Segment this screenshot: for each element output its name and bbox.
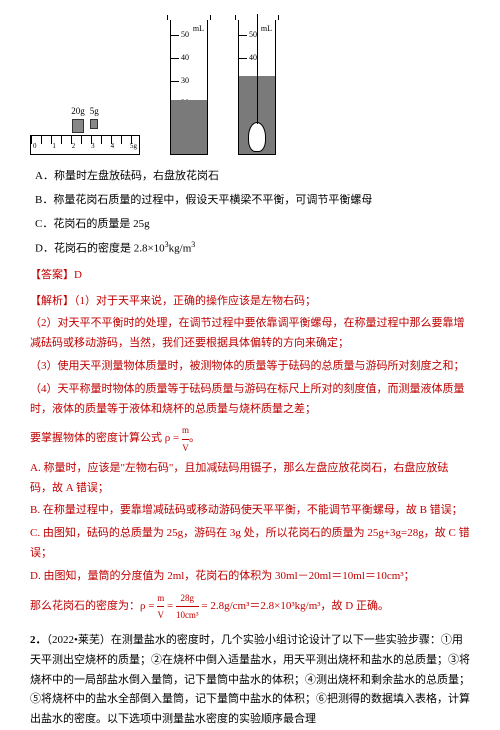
analysis-10: 那么花岗石的密度为：ρ = mV = 28g10cm³ = 2.8g/cm³＝2…	[30, 590, 470, 623]
analysis-2: （2）对天平不平衡时的处理，在调节过程中要依靠调平衡螺母，在称量过程中那么要靠增…	[30, 314, 470, 354]
option-d: D．花岗石的密度是 2.8×103kg/m3	[30, 238, 470, 259]
analysis-4: （4）天平称量时物体的质量等于砝码质量与游码在标尺上所对的刻度值，而测量液体质量…	[30, 380, 470, 420]
rock-icon	[248, 122, 266, 152]
analysis-7: B. 在称量过程中，要靠增减砝码或移动游码使天平平衡，不能调节平衡螺母，故 B …	[30, 501, 470, 521]
analysis-5: 要掌握物体的密度计算公式 ρ = mV。	[30, 422, 470, 455]
ruler: 0 1 2 3 4 5g	[30, 135, 140, 155]
figure-row: 20g 5g 0 1 2 3 4 5g mL 50 40 30	[30, 20, 470, 155]
analysis-9: D. 由图知，量筒的分度值为 2ml，花岗石的体积为 30ml－20ml＝10m…	[30, 567, 470, 587]
question-2: 2．（2022•莱芜）在测量盐水的密度时，几个实验小组讨论设计了以下一些实验步骤…	[30, 631, 470, 730]
option-c: C．花岗石的质量是 25g	[30, 215, 470, 235]
ruler-labels: 0 1 2 3 4 5g	[31, 140, 139, 153]
weight-5g: 5g	[90, 103, 99, 133]
weight-20g: 20g	[71, 103, 85, 133]
weight-body	[90, 119, 98, 129]
weights: 20g 5g	[71, 103, 99, 133]
weight-body	[72, 119, 84, 133]
option-a: A．称量时左盘放砝码，右盘放花岗石	[30, 167, 470, 187]
question-text: 在测量盐水的密度时，几个实验小组讨论设计了以下一些实验步骤：①用天平测出空烧杯的…	[30, 634, 470, 725]
analysis-3: （3）使用天平测量物体质量时，被测物体的质量等于砝码的总质量与游码所对刻度之和；	[30, 357, 470, 377]
question-src: （2022•莱芜）	[47, 634, 111, 646]
question-num: 2．	[30, 634, 47, 646]
balance-weights-ruler: 20g 5g 0 1 2 3 4 5g	[30, 103, 140, 155]
option-b: B．称量花岗石质量的过程中，假设天平横梁不平衡，可调节平衡螺母	[30, 191, 470, 211]
cylinder-1: mL 50 40 30 20 10	[170, 20, 208, 155]
analysis-6: A. 称量时，应该是"左物右码"，且加减砝码用镊子，那么左盘应放花岗石，右盘应放…	[30, 459, 470, 499]
water-level-1	[171, 100, 207, 154]
answer-label: 【答案】D	[30, 266, 470, 286]
weight-label: 5g	[90, 103, 99, 119]
weight-label: 20g	[71, 103, 85, 119]
analysis-1: 【解析】（1）对于天平来说，正确的操作应该是左物右码；	[30, 292, 470, 312]
rod-icon	[257, 14, 258, 124]
cylinder-2: mL 50 40 30 20 10	[238, 20, 276, 155]
analysis-8: C. 由图知，砝码的总质量为 25g，游码在 3g 处，所以花岗石的质量为 25…	[30, 524, 470, 564]
